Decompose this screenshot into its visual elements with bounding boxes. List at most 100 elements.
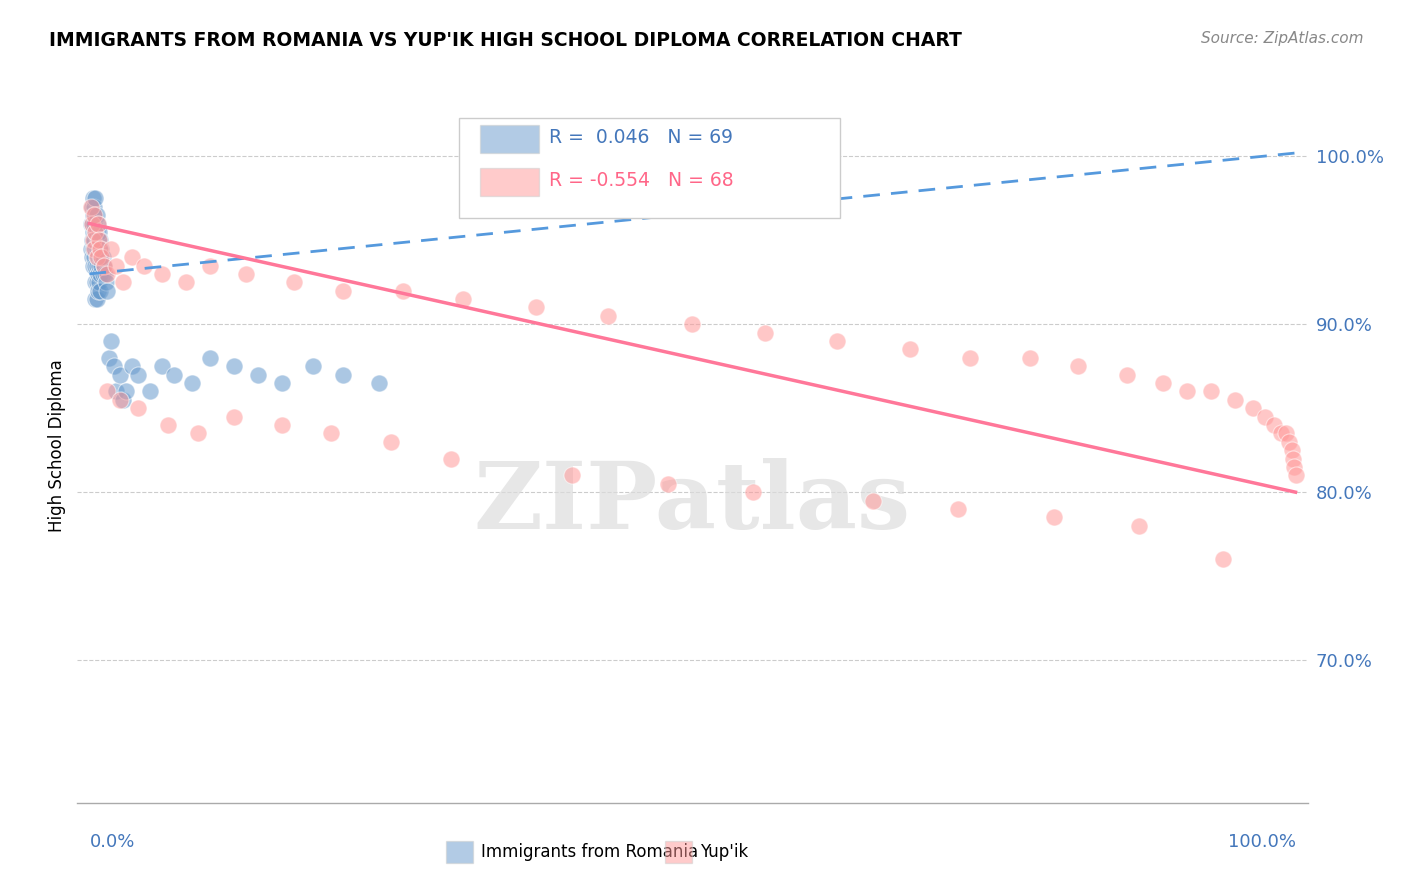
Point — [1019, 351, 1042, 365]
Point — [87, 250, 110, 264]
Point — [96, 284, 118, 298]
Point — [138, 384, 160, 399]
Point — [96, 275, 118, 289]
Point — [83, 208, 105, 222]
Point — [84, 208, 107, 222]
Point — [127, 401, 149, 416]
Point — [1115, 368, 1137, 382]
Point — [1128, 518, 1150, 533]
Point — [1278, 434, 1301, 449]
Point — [86, 225, 108, 239]
Point — [91, 250, 114, 264]
Point — [86, 275, 108, 289]
Text: Immigrants from Romania: Immigrants from Romania — [481, 843, 697, 861]
Bar — [479, 168, 538, 196]
Point — [283, 275, 305, 289]
Point — [104, 259, 127, 273]
Point — [89, 233, 111, 247]
Point — [367, 376, 389, 390]
Point — [80, 233, 103, 247]
Point — [898, 343, 921, 357]
Point — [271, 417, 294, 432]
Point — [83, 242, 105, 256]
Point — [174, 275, 197, 289]
Point — [150, 359, 173, 374]
Point — [84, 259, 107, 273]
Point — [121, 359, 143, 374]
Point — [86, 242, 108, 256]
Point — [84, 225, 107, 239]
Point — [86, 292, 108, 306]
Point — [657, 476, 679, 491]
Point — [198, 259, 221, 273]
Point — [83, 217, 105, 231]
Point — [80, 217, 103, 231]
Point — [87, 259, 110, 273]
Point — [83, 200, 105, 214]
Point — [87, 242, 110, 256]
Point — [1199, 384, 1222, 399]
Point — [79, 200, 101, 214]
Point — [1152, 376, 1174, 390]
Point — [224, 409, 246, 424]
Point — [87, 225, 110, 239]
Point — [86, 250, 108, 264]
Point — [1284, 468, 1306, 483]
Point — [82, 225, 104, 239]
Text: 0.0%: 0.0% — [90, 833, 135, 851]
Point — [946, 502, 969, 516]
Point — [86, 208, 108, 222]
Point — [224, 359, 246, 374]
Point — [84, 242, 107, 256]
Point — [1254, 409, 1277, 424]
Text: Source: ZipAtlas.com: Source: ZipAtlas.com — [1201, 31, 1364, 46]
Point — [89, 250, 111, 264]
Point — [79, 217, 101, 231]
Y-axis label: High School Diploma: High School Diploma — [48, 359, 66, 533]
Point — [301, 359, 323, 374]
Point — [90, 242, 112, 256]
Point — [100, 242, 122, 256]
Point — [82, 233, 104, 247]
Point — [741, 485, 763, 500]
Point — [87, 267, 110, 281]
Point — [247, 368, 270, 382]
Point — [332, 284, 354, 298]
Point — [87, 217, 110, 231]
Point — [94, 267, 117, 281]
Point — [1225, 392, 1247, 407]
Point — [89, 242, 111, 256]
Point — [112, 392, 135, 407]
Point — [198, 351, 221, 365]
Point — [87, 284, 110, 298]
Point — [108, 368, 131, 382]
Point — [180, 376, 202, 390]
Point — [112, 275, 135, 289]
Point — [100, 334, 122, 348]
Point — [80, 200, 103, 214]
Point — [959, 351, 981, 365]
Point — [83, 250, 105, 264]
Point — [332, 368, 354, 382]
Point — [84, 225, 107, 239]
FancyBboxPatch shape — [458, 118, 841, 218]
Bar — [665, 841, 693, 863]
Point — [150, 267, 173, 281]
Point — [1281, 443, 1303, 458]
Point — [1282, 451, 1305, 466]
Point — [754, 326, 776, 340]
Point — [453, 292, 475, 306]
Point — [80, 250, 103, 264]
Point — [79, 242, 101, 256]
Text: R =  0.046   N = 69: R = 0.046 N = 69 — [548, 128, 733, 147]
Point — [96, 267, 118, 281]
Point — [440, 451, 463, 466]
Point — [121, 250, 143, 264]
Point — [84, 191, 107, 205]
Point — [1275, 426, 1298, 441]
Point — [103, 359, 125, 374]
Point — [87, 275, 110, 289]
Point — [1067, 359, 1090, 374]
Point — [108, 392, 131, 407]
Text: 100.0%: 100.0% — [1227, 833, 1295, 851]
